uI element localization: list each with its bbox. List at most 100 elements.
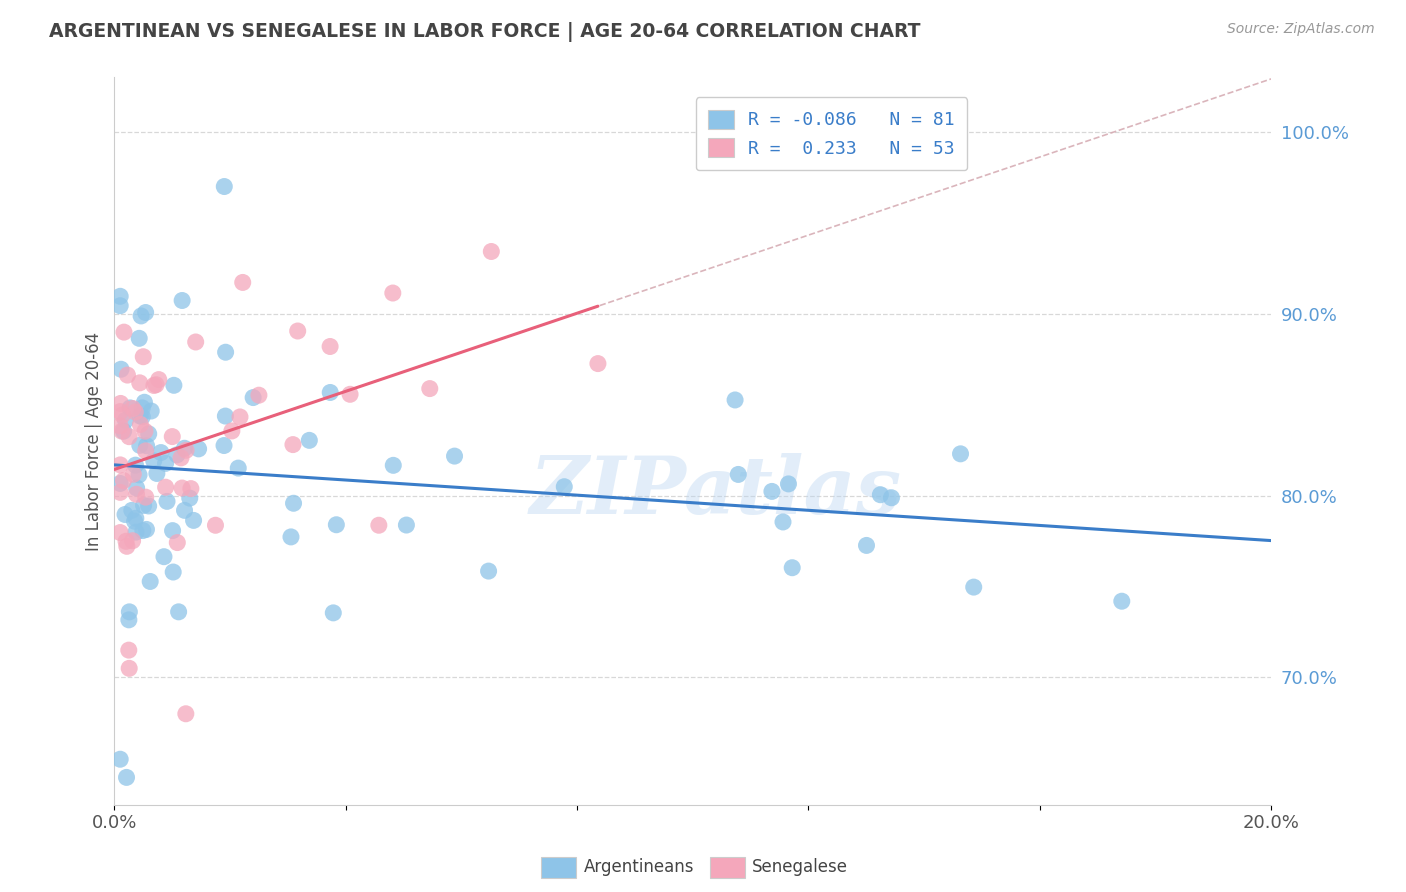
Point (142, 454, 165, 468)
Point (367, 518, 389, 533)
Point (121, 503, 143, 517)
Point (187, 442, 209, 456)
Point (226, 461, 249, 475)
Point (156, 494, 179, 508)
Bar (710, 856, 745, 879)
Point (855, 538, 877, 552)
Point (117, 368, 139, 382)
Point (139, 574, 162, 589)
Point (173, 442, 195, 456)
Point (778, 476, 800, 491)
Point (319, 385, 342, 400)
Point (724, 392, 747, 407)
Point (112, 424, 135, 438)
Point (381, 286, 404, 301)
Text: ZIPatlas: ZIPatlas (530, 453, 903, 531)
Point (125, 481, 148, 495)
Point (963, 580, 986, 594)
Point (108, 289, 131, 303)
Point (869, 488, 891, 502)
Point (115, 771, 138, 785)
Point (179, 491, 201, 505)
Point (118, 605, 141, 619)
Point (180, 482, 202, 496)
Point (112, 325, 135, 339)
Point (163, 378, 186, 392)
Point (727, 467, 749, 482)
Text: Senegalese: Senegalese (752, 858, 848, 877)
Point (135, 305, 157, 319)
Point (155, 480, 177, 494)
Point (146, 467, 169, 481)
Point (166, 448, 188, 462)
Point (132, 499, 155, 513)
Point (232, 276, 254, 290)
Point (114, 508, 136, 522)
Point (281, 437, 304, 451)
Point (162, 429, 184, 443)
Point (125, 525, 148, 540)
Point (174, 443, 197, 458)
Point (122, 467, 145, 482)
Point (419, 382, 441, 396)
Point (148, 373, 170, 387)
Point (212, 438, 235, 452)
Point (155, 456, 177, 470)
Point (772, 515, 794, 529)
Point (242, 391, 264, 405)
Point (166, 535, 188, 549)
Point (111, 424, 134, 438)
Point (128, 438, 150, 452)
Point (780, 560, 803, 574)
Point (111, 408, 134, 422)
Point (553, 480, 575, 494)
Point (325, 517, 347, 532)
Point (247, 388, 270, 402)
Point (382, 458, 405, 473)
Point (118, 661, 141, 675)
Point (128, 376, 150, 390)
Point (162, 565, 184, 579)
Point (108, 525, 131, 540)
Point (173, 503, 195, 517)
Point (322, 606, 344, 620)
Point (129, 309, 152, 323)
Point (167, 605, 190, 619)
Point (129, 409, 152, 423)
Point (214, 409, 236, 423)
Point (280, 530, 302, 544)
Point (108, 485, 131, 500)
Point (124, 458, 146, 472)
Point (229, 409, 252, 424)
Point (118, 430, 141, 444)
Text: Source: ZipAtlas.com: Source: ZipAtlas.com (1227, 22, 1375, 37)
Point (108, 299, 131, 313)
Point (172, 293, 194, 308)
Point (129, 417, 152, 432)
Point (128, 467, 150, 482)
Point (134, 424, 156, 438)
Point (287, 324, 309, 338)
Point (184, 334, 207, 349)
Point (162, 524, 184, 538)
Point (108, 476, 131, 491)
Point (108, 458, 131, 472)
Text: Argentineans: Argentineans (583, 858, 695, 877)
Bar (541, 856, 576, 879)
Point (761, 484, 783, 499)
Point (131, 409, 153, 424)
Point (214, 179, 236, 194)
Point (124, 405, 146, 419)
Point (170, 450, 193, 465)
Point (120, 401, 142, 415)
Point (115, 539, 138, 553)
Point (172, 481, 194, 495)
Point (110, 396, 132, 410)
Point (135, 439, 157, 453)
Point (221, 424, 243, 438)
Point (339, 387, 361, 401)
Point (135, 523, 157, 537)
Legend: R = -0.086   N = 81, R =  0.233   N = 53: R = -0.086 N = 81, R = 0.233 N = 53 (696, 97, 967, 170)
Point (183, 513, 205, 527)
Y-axis label: In Labor Force | Age 20-64: In Labor Force | Age 20-64 (86, 332, 103, 550)
